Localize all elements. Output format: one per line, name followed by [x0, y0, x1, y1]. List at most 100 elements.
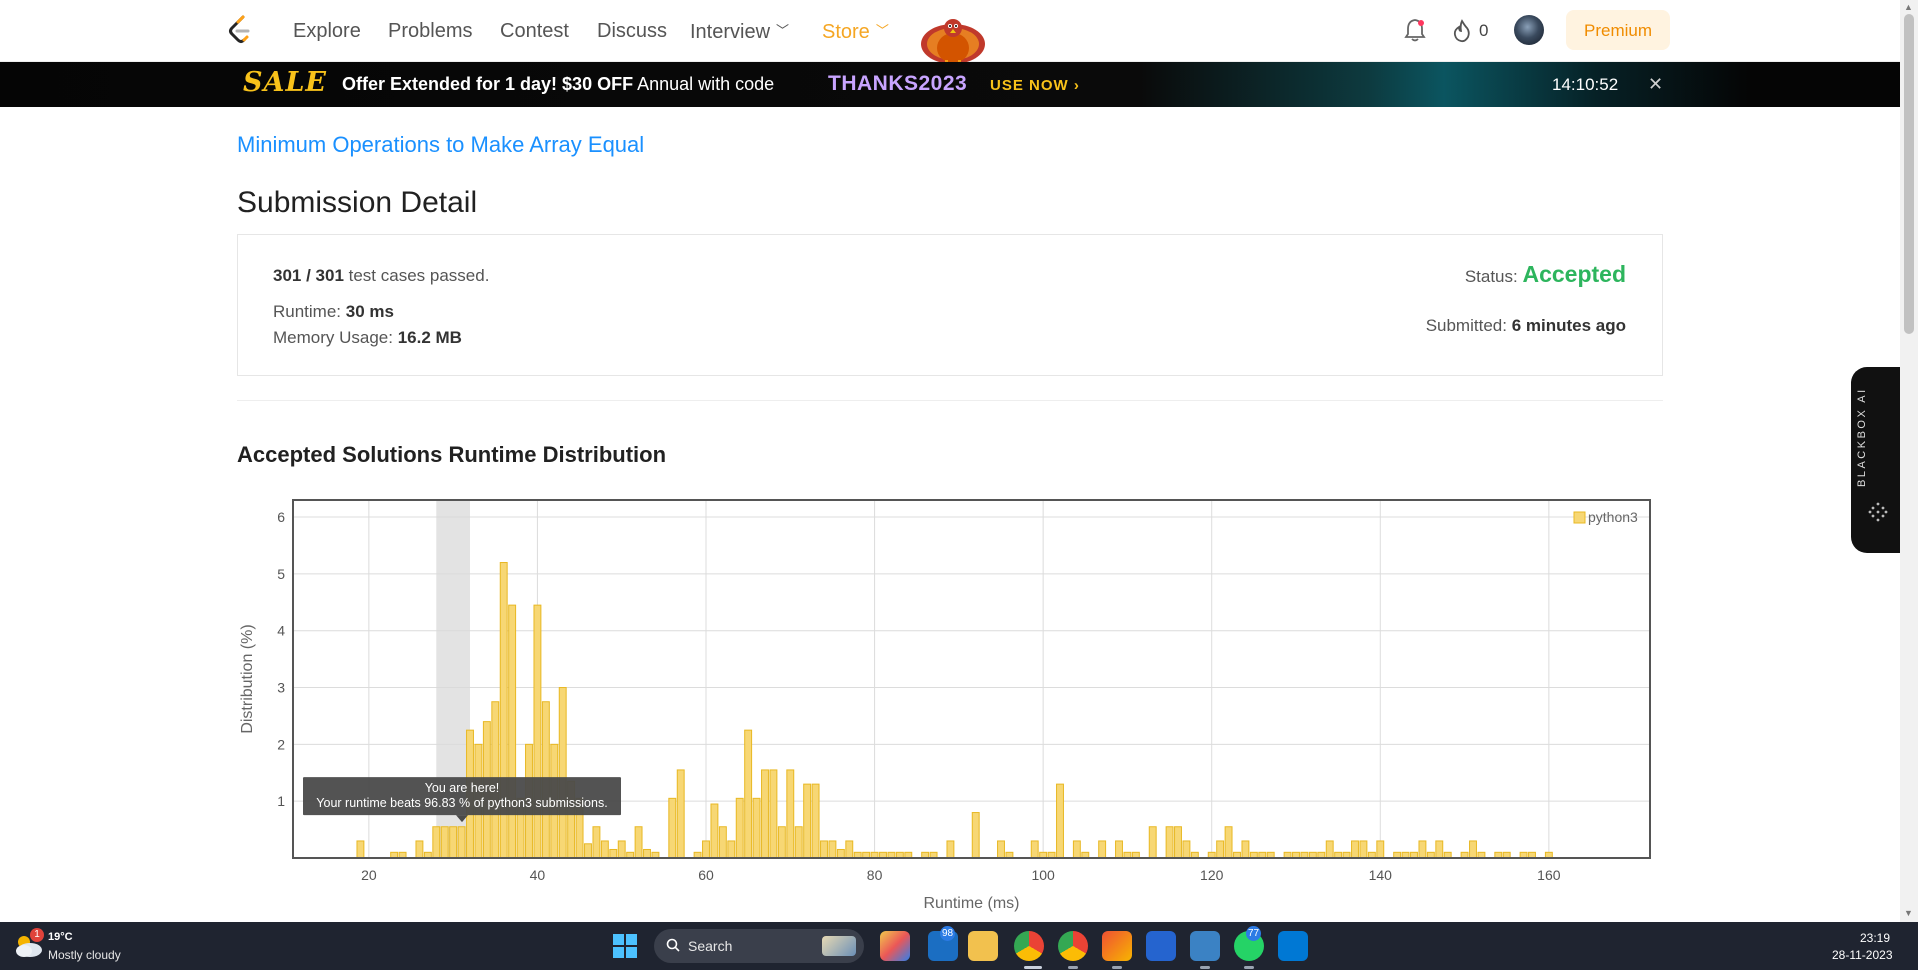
avatar[interactable] [1514, 15, 1544, 45]
histogram-bar[interactable] [710, 803, 719, 859]
scroll-down-arrow-icon[interactable]: ▼ [1904, 908, 1913, 918]
histogram-bar[interactable] [836, 848, 845, 859]
taskbar-search[interactable]: Search [654, 929, 864, 963]
histogram-bar[interactable] [727, 840, 736, 859]
histogram-bar[interactable] [1325, 840, 1334, 859]
countdown-timer: 14:10:52 [1552, 75, 1619, 94]
blackbox-ai-tab[interactable]: BLACKBOX AI [1851, 367, 1903, 553]
clock-date[interactable]: 28-11-2023 [1832, 948, 1893, 962]
page-scrollbar[interactable]: ▲ ▼ [1900, 0, 1918, 922]
histogram-bar[interactable] [449, 826, 458, 859]
windows-start-icon[interactable] [613, 934, 637, 958]
histogram-bar[interactable] [1351, 840, 1359, 859]
app-copilot-icon[interactable] [880, 931, 910, 961]
histogram-bar[interactable] [828, 840, 837, 859]
histogram-bar[interactable] [718, 826, 727, 859]
histogram-bar[interactable] [1182, 840, 1191, 859]
app-chrome-profile-icon[interactable] [1058, 931, 1088, 961]
app-file-explorer-icon[interactable] [968, 931, 998, 961]
histogram-bar[interactable] [609, 848, 618, 859]
weather-cloudy-icon[interactable] [12, 930, 44, 960]
histogram-bar[interactable] [761, 769, 769, 859]
histogram-bar[interactable] [1098, 840, 1107, 859]
histogram-bar[interactable] [820, 840, 828, 859]
app-notepad-icon[interactable] [1190, 931, 1220, 961]
use-now-link[interactable]: USE NOW › [990, 77, 1080, 94]
y-tick-label: 3 [277, 680, 285, 696]
app-vscode-icon[interactable] [1278, 931, 1308, 961]
histogram-bar[interactable] [415, 840, 424, 859]
histogram-bar[interactable] [592, 826, 601, 859]
histogram-bar[interactable] [1435, 840, 1444, 859]
histogram-bar[interactable] [533, 604, 542, 859]
histogram-bar[interactable] [811, 783, 820, 859]
premium-button[interactable]: Premium [1566, 10, 1670, 50]
x-tick-label: 40 [530, 867, 546, 883]
histogram-bar[interactable] [1056, 783, 1064, 859]
nav-explore[interactable]: Explore [293, 20, 361, 42]
histogram-bar[interactable] [1418, 840, 1427, 859]
histogram-bar[interactable] [803, 783, 812, 859]
status-badge[interactable]: Accepted [1522, 261, 1626, 287]
runtime-label: Runtime: [273, 302, 346, 321]
chart-legend[interactable]: python3 [1573, 509, 1638, 525]
nav-interview[interactable]: Interview ﹀ [690, 20, 789, 44]
nav-contest[interactable]: Contest [500, 20, 569, 42]
histogram-bar[interactable] [617, 840, 626, 859]
app-chrome-icon[interactable] [1014, 931, 1044, 961]
histogram-bar[interactable] [1165, 826, 1174, 859]
histogram-bar[interactable] [508, 604, 517, 859]
leetcode-logo-icon[interactable] [226, 14, 254, 46]
histogram-bar[interactable] [1376, 840, 1385, 859]
nav-store[interactable]: Store ﹀ [822, 20, 889, 44]
histogram-bar[interactable] [769, 769, 778, 859]
histogram-bar[interactable] [735, 797, 744, 859]
histogram-bar[interactable] [744, 729, 753, 859]
histogram-bar[interactable] [1224, 826, 1233, 859]
histogram-bar[interactable] [1072, 840, 1081, 859]
app-git-icon[interactable] [1102, 931, 1132, 961]
histogram-bar[interactable] [845, 840, 854, 859]
histogram-bar[interactable] [997, 840, 1005, 859]
histogram-bar[interactable] [794, 826, 803, 859]
histogram-bar[interactable] [634, 826, 643, 859]
histogram-bar[interactable] [1148, 826, 1157, 859]
histogram-bar[interactable] [584, 843, 592, 859]
histogram-bar[interactable] [777, 826, 786, 859]
histogram-bar[interactable] [786, 769, 795, 859]
y-tick-label: 2 [277, 736, 285, 752]
sale-banner[interactable]: SALE Offer Extended for 1 day! $30 OFF A… [0, 62, 1900, 107]
histogram-bar[interactable] [1241, 840, 1250, 859]
histogram-bar[interactable] [676, 769, 685, 859]
problem-title-link[interactable]: Minimum Operations to Make Array Equal [237, 132, 645, 157]
streak-flame-icon[interactable] [1452, 19, 1472, 43]
histogram-bar[interactable] [643, 848, 651, 859]
histogram-bar[interactable] [1115, 840, 1123, 859]
histogram-bar[interactable] [1469, 840, 1477, 859]
x-axis-label: Runtime (ms) [923, 895, 1019, 912]
histogram-bar[interactable] [1359, 840, 1368, 859]
chevron-down-icon: ﹀ [776, 23, 790, 38]
nav-discuss[interactable]: Discuss [597, 20, 668, 42]
histogram-bar[interactable] [356, 840, 365, 859]
app-todo-icon[interactable] [1146, 931, 1176, 961]
histogram-bar[interactable] [457, 826, 466, 859]
histogram-bar[interactable] [440, 826, 449, 859]
histogram-bar[interactable] [702, 840, 710, 859]
histogram-bar[interactable] [432, 826, 441, 859]
histogram-bar[interactable] [1174, 826, 1182, 859]
close-icon[interactable]: ✕ [1648, 74, 1664, 94]
histogram-bar[interactable] [558, 687, 567, 859]
scroll-thumb[interactable] [1904, 14, 1914, 334]
histogram-bar[interactable] [1216, 840, 1225, 859]
histogram-bar[interactable] [971, 812, 980, 859]
nav-problems[interactable]: Problems [388, 20, 473, 42]
histogram-bar[interactable] [1030, 840, 1039, 859]
histogram-bar[interactable] [946, 840, 955, 859]
histogram-bar[interactable] [752, 797, 761, 859]
histogram-bar[interactable] [668, 797, 677, 859]
clock-time[interactable]: 23:19 [1860, 931, 1891, 945]
streak-count: 0 [1479, 21, 1489, 40]
scroll-up-arrow-icon[interactable]: ▲ [1904, 2, 1913, 12]
histogram-bar[interactable] [600, 840, 609, 859]
